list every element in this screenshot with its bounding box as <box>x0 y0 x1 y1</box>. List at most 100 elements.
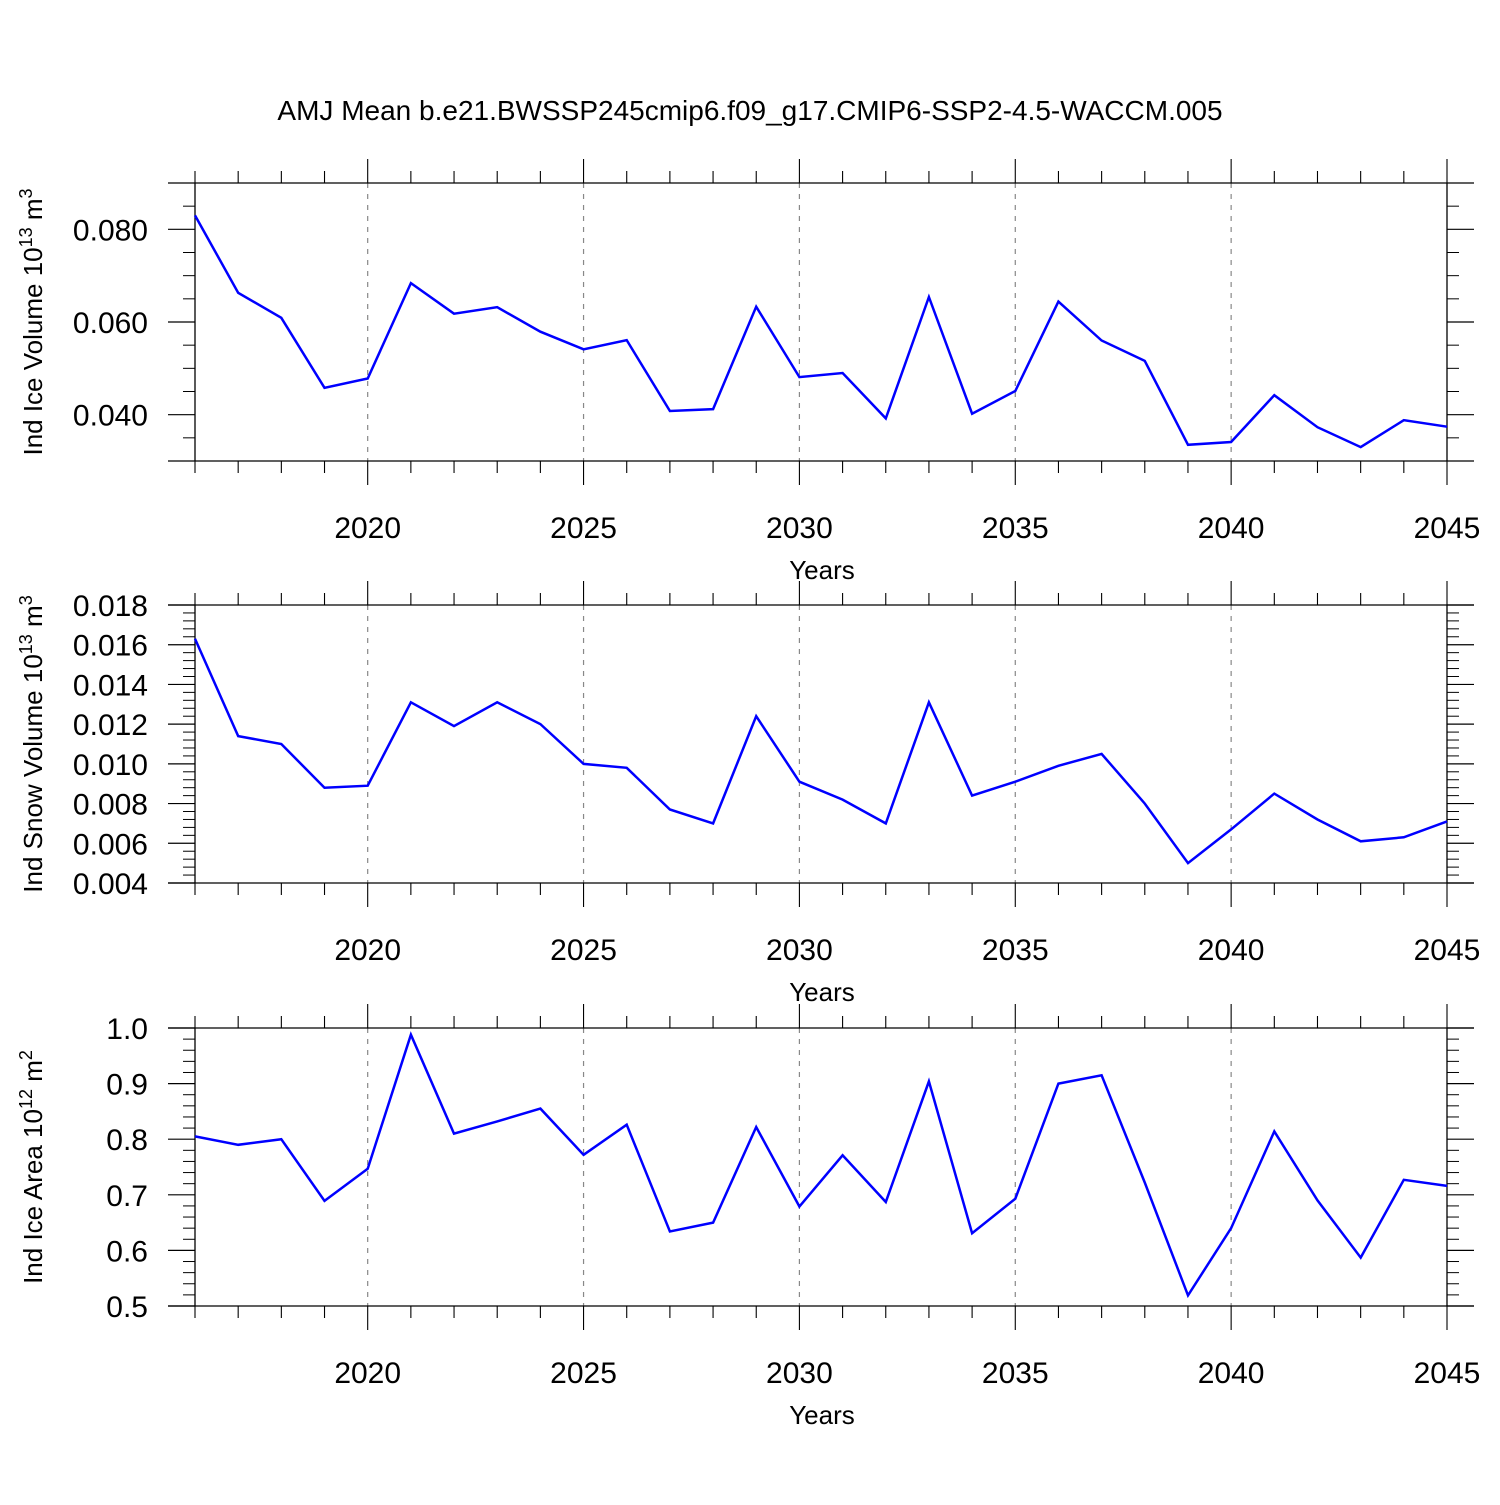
data-point <box>927 700 931 704</box>
data-point <box>797 1204 801 1208</box>
y-tick-label: 0.004 <box>73 868 148 901</box>
y-axis-title-unit: m <box>18 198 48 227</box>
data-point <box>323 386 327 390</box>
data-point <box>1056 764 1060 768</box>
data-point <box>797 375 801 379</box>
x-axis-title: Years <box>789 1400 855 1430</box>
x-tick-label: 2020 <box>334 1357 401 1390</box>
x-tick-label: 2035 <box>982 1357 1049 1390</box>
data-point <box>582 347 586 351</box>
x-axis-title: Years <box>789 555 855 585</box>
data-point <box>538 1107 542 1111</box>
data-point <box>452 312 456 316</box>
y-axis-title-exponent: 3 <box>16 188 36 198</box>
data-point <box>884 821 888 825</box>
data-point <box>927 295 931 299</box>
y-tick-label: 0.018 <box>73 590 148 623</box>
data-point <box>1359 445 1363 449</box>
data-point <box>236 291 240 295</box>
data-point <box>323 1199 327 1203</box>
figure-title: AMJ Mean b.e21.BWSSP245cmip6.f09_g17.CMI… <box>277 95 1222 126</box>
data-point <box>1402 835 1406 839</box>
y-tick-label: 0.016 <box>73 630 148 663</box>
y-tick-label: 0.080 <box>73 214 148 247</box>
y-tick-label: 0.9 <box>106 1069 148 1102</box>
x-axis-title: Years <box>789 977 855 1007</box>
data-point <box>1402 1178 1406 1182</box>
data-point <box>1445 1184 1449 1188</box>
data-point <box>1186 861 1190 865</box>
data-point <box>495 305 499 309</box>
x-tick-label: 2025 <box>550 934 617 967</box>
y-axis-title-exponent: 13 <box>16 227 36 247</box>
x-tick-label: 2020 <box>334 512 401 545</box>
data-point <box>495 1119 499 1123</box>
data-point <box>1359 1256 1363 1260</box>
data-point <box>1315 1198 1319 1202</box>
y-tick-label: 0.012 <box>73 709 148 742</box>
data-point <box>236 1143 240 1147</box>
y-axis-title-exponent: 3 <box>16 595 36 605</box>
x-tick-label: 2020 <box>334 934 401 967</box>
data-point <box>193 637 197 641</box>
data-point <box>754 305 758 309</box>
y-tick-label: 0.006 <box>73 828 148 861</box>
series-line <box>193 214 1448 449</box>
panel-2: 0.004 0.006 0.008 0.010 0.012 0.014 0.016 0.018… <box>16 581 1480 1007</box>
data-point <box>538 722 542 726</box>
y-axis-title-exponent: 13 <box>16 634 36 654</box>
y-axis-title-unit: m <box>18 605 48 634</box>
panel-1: 0.040 0.060 0.080 2020 2025 2030 2035 2040 2045 Y… <box>16 159 1480 585</box>
x-tick-label: 2045 <box>1414 934 1481 967</box>
y-axis-title-unit: m <box>18 1060 48 1089</box>
x-tick-label: 2040 <box>1198 1357 1265 1390</box>
data-point <box>797 780 801 784</box>
data-point <box>1186 443 1190 447</box>
data-point <box>625 338 629 342</box>
data-point <box>1056 1082 1060 1086</box>
data-point <box>970 794 974 798</box>
y-tick-label: 0.014 <box>73 669 148 702</box>
data-point <box>582 1153 586 1157</box>
x-tick-label: 2045 <box>1414 1357 1481 1390</box>
data-point <box>754 714 758 718</box>
data-point <box>193 213 197 217</box>
y-tick-label: 1.0 <box>106 1013 148 1046</box>
data-point <box>1100 339 1104 343</box>
data-point <box>1013 1197 1017 1201</box>
data-point <box>1445 425 1449 429</box>
data-point <box>1445 819 1449 823</box>
y-axis-title-main: Ind Snow Volume 10 <box>18 654 48 893</box>
data-point <box>1315 425 1319 429</box>
data-point <box>754 1125 758 1129</box>
data-point <box>193 1134 197 1138</box>
data-point <box>1100 752 1104 756</box>
data-point <box>1272 1129 1276 1133</box>
data-point <box>625 766 629 770</box>
x-tick-label: 2045 <box>1414 512 1481 545</box>
y-axis-title-exponent: 2 <box>16 1050 36 1060</box>
y-axis-title-exponent: 12 <box>16 1089 36 1109</box>
data-point <box>366 377 370 381</box>
data-point <box>323 786 327 790</box>
data-point <box>1315 817 1319 821</box>
data-point <box>409 1033 413 1037</box>
y-tick-label: 0.060 <box>73 307 148 340</box>
data-point <box>668 808 672 812</box>
data-point <box>841 1153 845 1157</box>
data-point <box>841 371 845 375</box>
data-point <box>1013 389 1017 393</box>
data-point <box>1229 1226 1233 1230</box>
series-line <box>194 1031 1448 1299</box>
x-tick-label: 2035 <box>982 512 1049 545</box>
y-axis-title: Ind Ice Volume 1013 m3 <box>16 188 48 455</box>
x-tick-label: 2030 <box>766 934 833 967</box>
data-point <box>409 700 413 704</box>
data-point <box>366 784 370 788</box>
data-point <box>1229 827 1233 831</box>
data-point <box>366 1167 370 1171</box>
data-point <box>1402 418 1406 422</box>
data-point <box>970 412 974 416</box>
y-tick-label: 0.5 <box>106 1291 148 1324</box>
